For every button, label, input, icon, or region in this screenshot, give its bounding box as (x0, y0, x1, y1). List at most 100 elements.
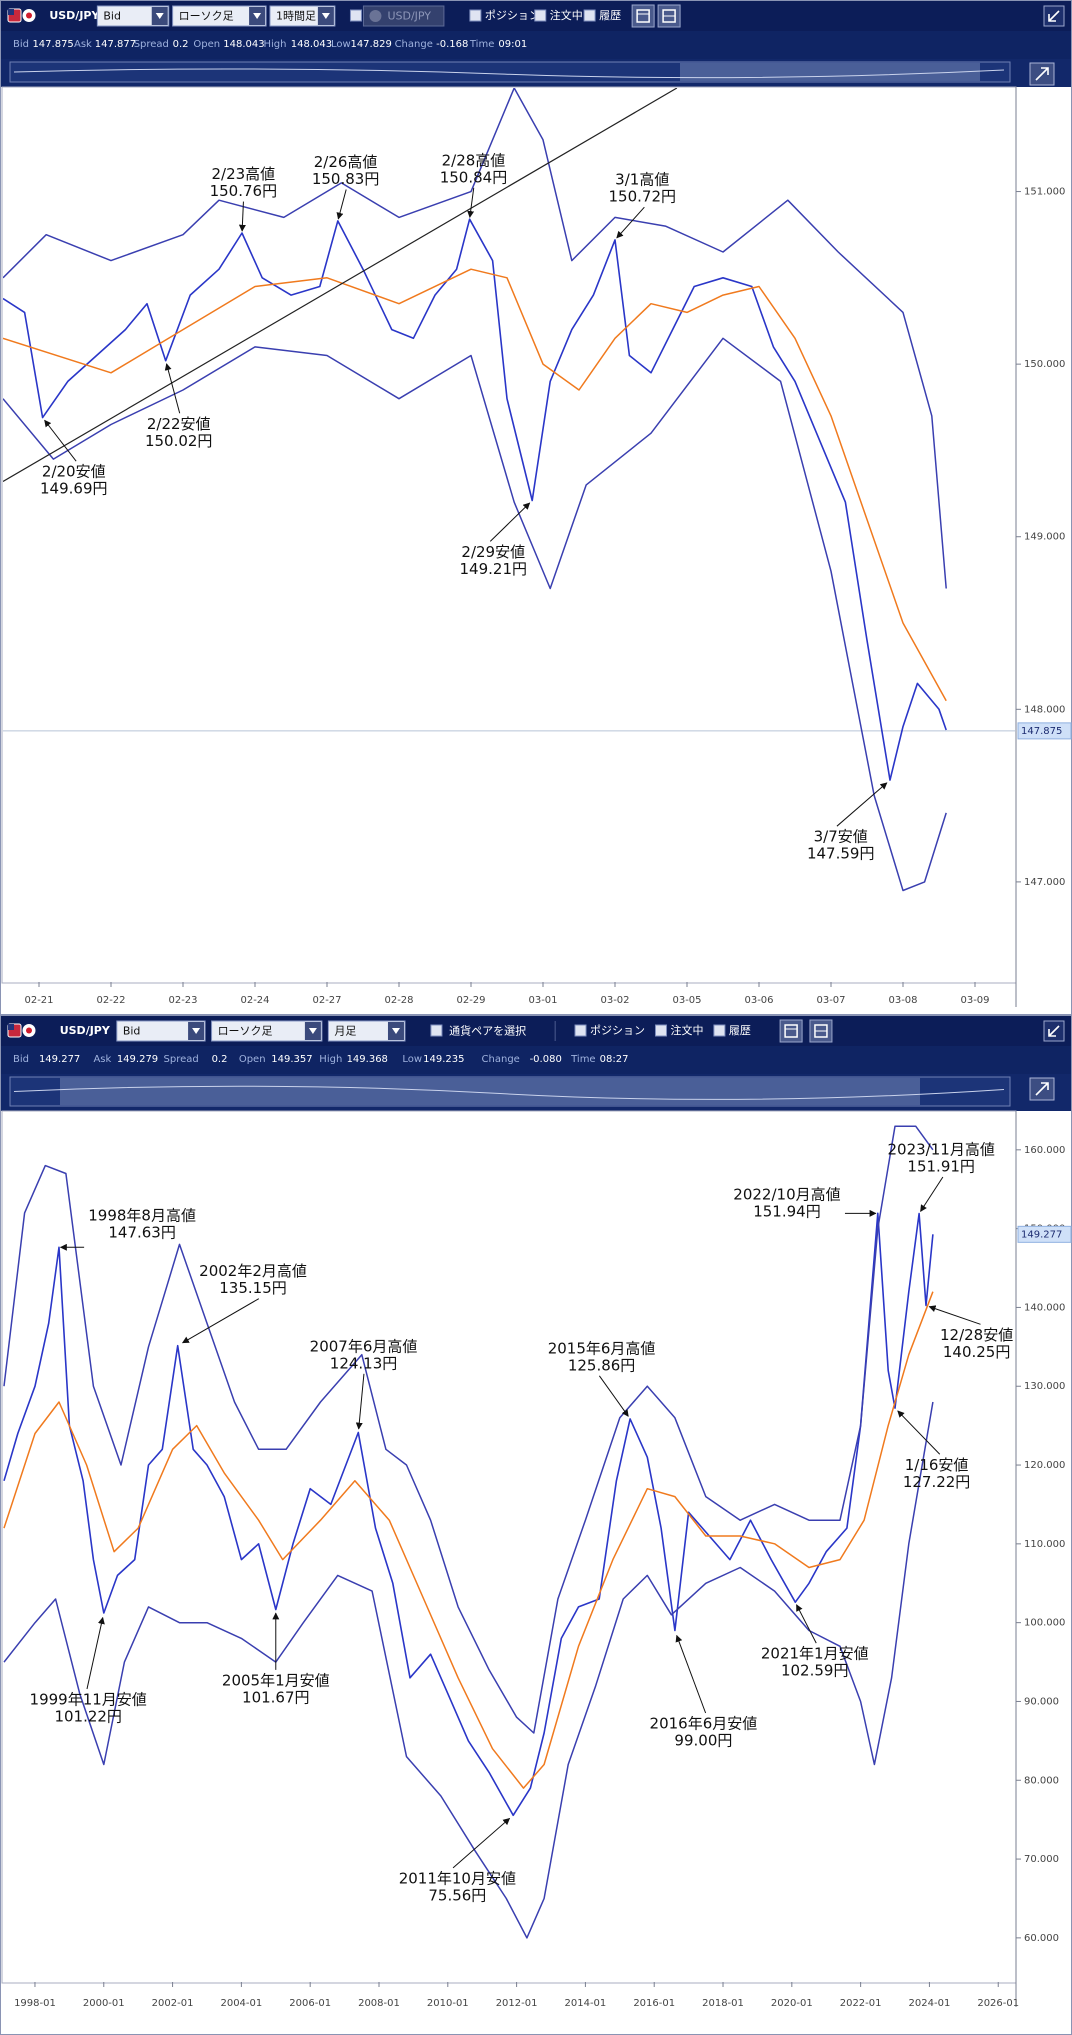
collapse-icon (1048, 1025, 1060, 1037)
annotation-arrow (336, 189, 347, 220)
info-label: Bid (13, 1054, 29, 1065)
annotation-value: 151.94円 (753, 1203, 821, 1221)
annotation-label: 3/1高値 (615, 171, 669, 189)
dropdown[interactable] (116, 1020, 206, 1042)
checkbox[interactable] (349, 9, 362, 22)
tool-icon (636, 9, 650, 23)
annotation-label: 2005年1月安値 (222, 1671, 330, 1689)
annotation-label: 2/20安値 (42, 463, 106, 481)
pair-button[interactable] (362, 5, 445, 27)
band-line (3, 1401, 934, 1939)
navigator-mini-line (13, 68, 1005, 79)
y-tick-label: 151.000 (1024, 187, 1065, 198)
annotation-label: 3/7安値 (814, 828, 868, 846)
info-value: 08:27 (600, 1054, 629, 1065)
annotation-label: 2002年2月高値 (199, 1262, 307, 1280)
annotation-value: 147.59円 (807, 845, 875, 863)
x-tick-label: 2000-01 (83, 1998, 125, 2009)
zoom-icon (1035, 1082, 1049, 1096)
info-value: -0.080 (530, 1054, 562, 1065)
x-tick-label: 2012-01 (496, 1998, 538, 2009)
dropdown-arrow (321, 13, 330, 19)
symbol: USD/JPY (60, 1024, 111, 1037)
x-tick-label: 02-23 (168, 995, 197, 1006)
y-tick-label: 160.000 (1024, 1145, 1065, 1156)
band-line (3, 337, 947, 892)
x-tick-label: 03-02 (600, 995, 629, 1006)
info-label: High (319, 1054, 342, 1065)
last-price-tag (1017, 722, 1072, 740)
y-tick-label: 140.000 (1024, 1302, 1065, 1313)
x-tick-label: 02-21 (24, 995, 53, 1006)
info-label: Time (570, 1054, 595, 1065)
annotation-arrow (796, 1604, 817, 1644)
y-tick-label: 60.000 (1024, 1933, 1059, 1944)
dropdown-text: 1時間足 (276, 10, 316, 23)
checkbox[interactable] (534, 9, 547, 22)
dropdown-text: ローソク足 (179, 10, 234, 23)
annotation-label: 2/23高値 (211, 165, 275, 183)
dropdown-arrow (391, 1028, 400, 1034)
x-tick-label: 03-05 (672, 995, 701, 1006)
last-price-tag (1017, 1225, 1072, 1243)
x-tick-label: 2022-01 (840, 1998, 882, 2009)
annotation-arrow (355, 1373, 365, 1430)
dropdown[interactable] (211, 1020, 323, 1042)
annotation-label: 2021年1月安値 (761, 1645, 869, 1663)
x-tick-label: 2018-01 (702, 1998, 744, 2009)
flag-us-canton (8, 9, 14, 15)
y-tick-label: 149.000 (1024, 532, 1065, 543)
band-line (3, 1291, 934, 1789)
navigator-window[interactable] (60, 1078, 920, 1105)
annotation-value: 75.56円 (428, 1886, 486, 1904)
checkbox[interactable] (430, 1024, 443, 1037)
info-value: -0.168 (436, 39, 468, 50)
dropdown-text: Bid (103, 10, 121, 23)
annotation-value: 127.22円 (903, 1473, 971, 1491)
dropdown[interactable] (327, 1020, 406, 1042)
annotation-arrow (616, 206, 645, 239)
dropdown[interactable] (96, 5, 170, 27)
y-tick-label: 100.000 (1024, 1618, 1065, 1629)
annotation-value: 150.84円 (440, 168, 508, 186)
info-value: 0.2 (173, 39, 189, 50)
tool-button[interactable] (631, 4, 655, 28)
last-price-label: 149.277 (1021, 1229, 1062, 1240)
annotation-value: 135.15円 (219, 1279, 287, 1297)
annotation-label: 1998年8月高値 (88, 1207, 196, 1225)
x-tick-label: 02-28 (384, 995, 413, 1006)
x-tick-label: 2008-01 (358, 1998, 400, 2009)
x-tick-label: 03-06 (744, 995, 773, 1006)
annotation-arrow (928, 1305, 981, 1325)
trend-line (3, 88, 678, 483)
info-value: 147.829 (350, 39, 391, 50)
y-tick-label: 120.000 (1024, 1460, 1065, 1471)
option-text: 履歴 (599, 9, 621, 22)
x-tick-label: 2014-01 (565, 1998, 607, 2009)
info-label: High (263, 39, 286, 50)
navigator-window[interactable] (680, 63, 980, 81)
pair-button-text: USD/JPY (387, 10, 431, 23)
tool-button[interactable] (779, 1019, 803, 1043)
x-tick-label: 03-07 (816, 995, 845, 1006)
annotation-label: 1999年11月安値 (30, 1691, 147, 1709)
annotation-value: 147.63円 (108, 1224, 176, 1242)
annotation-value: 101.67円 (242, 1688, 310, 1706)
x-tick-label: 2024-01 (909, 1998, 951, 2009)
checkbox[interactable] (654, 1024, 667, 1037)
dropdown[interactable] (172, 5, 267, 27)
annotation-value: 149.21円 (460, 560, 528, 578)
annotation-label: 2023/11月高値 (888, 1140, 995, 1158)
checkbox[interactable] (583, 9, 596, 22)
plot-area (1, 1110, 1017, 1984)
checkbox[interactable] (469, 9, 482, 22)
info-value: 149.277 (39, 1054, 80, 1065)
checkbox[interactable] (713, 1024, 726, 1037)
checkbox[interactable] (574, 1024, 587, 1037)
annotation-value: 150.72円 (609, 188, 677, 206)
band-line (3, 1125, 934, 1734)
option-text: 履歴 (729, 1024, 751, 1037)
x-tick-label: 2026-01 (977, 1998, 1019, 2009)
annotation-arrow (238, 201, 246, 232)
